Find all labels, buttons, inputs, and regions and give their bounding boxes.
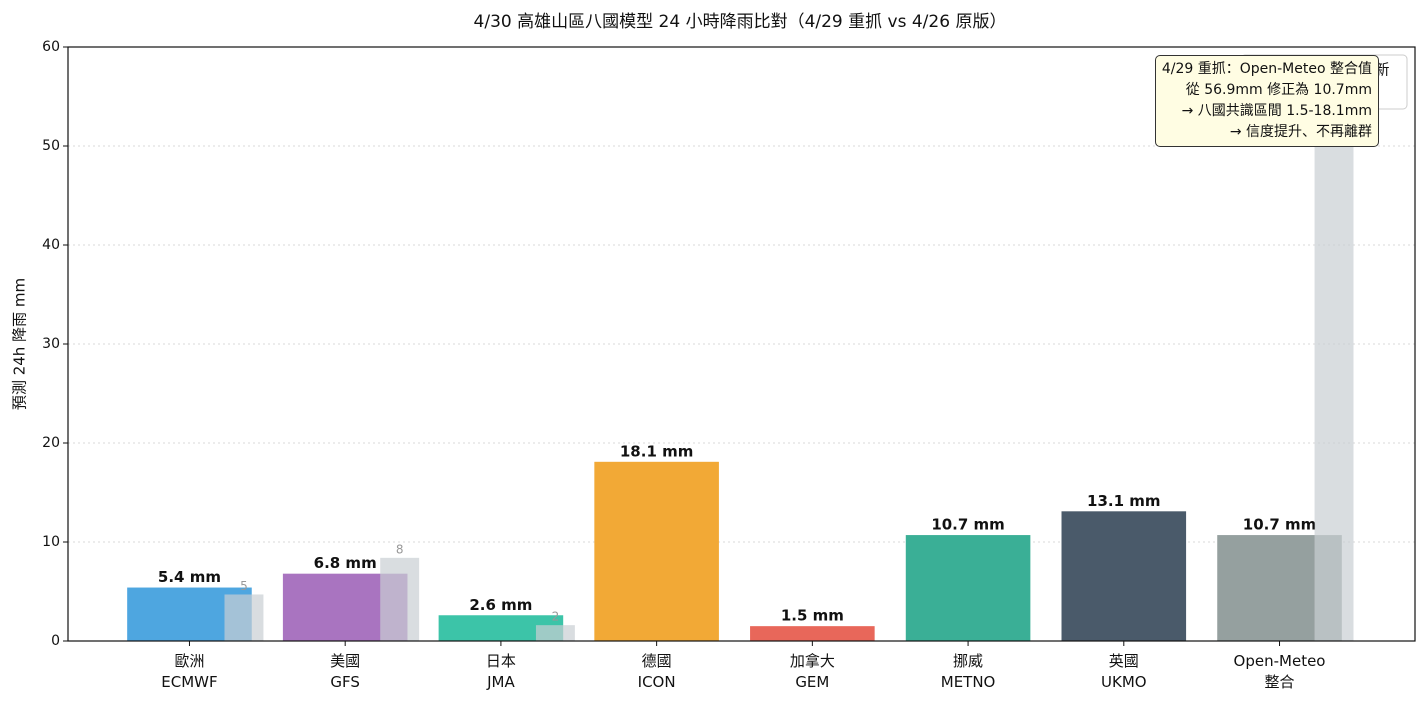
y-tick-label: 60 xyxy=(42,39,60,55)
value-label: 18.1 mm xyxy=(620,442,694,460)
value-label: 1.5 mm xyxy=(781,607,844,625)
bar-old xyxy=(380,557,420,641)
bar-old xyxy=(535,625,575,641)
x-tick-label: 歐洲 ECMWF xyxy=(161,652,218,691)
bar-old xyxy=(224,594,264,641)
x-tick-label: 加拿大 GEM xyxy=(789,652,835,691)
value-label: 5.4 mm xyxy=(158,568,221,586)
chart-title: 4/30 高雄山區八國模型 24 小時降雨比對（4/29 重抓 vs 4/26 … xyxy=(474,12,1007,32)
value-label-old: 8 xyxy=(396,542,404,556)
y-tick-label: 50 xyxy=(42,138,60,154)
y-tick-label: 40 xyxy=(42,237,60,253)
y-tick-label: 30 xyxy=(42,336,60,352)
x-tick-label: 挪威 METNO xyxy=(940,652,996,691)
value-label: 2.6 mm xyxy=(469,596,532,614)
bar xyxy=(905,535,1031,641)
x-tick-label: 德國 ICON xyxy=(637,652,676,691)
value-label-old: 5 xyxy=(240,579,248,593)
x-tick-label: 日本 JMA xyxy=(485,652,516,691)
x-tick-label: Open-Meteo 整合 xyxy=(1233,652,1326,691)
bar-old xyxy=(1314,77,1354,641)
value-label: 6.8 mm xyxy=(314,554,377,572)
y-tick-label: 10 xyxy=(42,534,60,550)
plot-frame xyxy=(67,46,1416,642)
value-label: 10.7 mm xyxy=(1243,516,1317,534)
y-tick-label: 20 xyxy=(42,435,60,451)
value-label-old: 2 xyxy=(552,610,560,624)
value-label: 13.1 mm xyxy=(1087,492,1161,510)
bar xyxy=(1061,511,1187,641)
y-tick-label: 0 xyxy=(51,633,60,649)
value-label: 10.7 mm xyxy=(931,516,1005,534)
y-axis-label: 預測 24h 降雨 mm xyxy=(11,278,29,410)
bar xyxy=(750,626,875,641)
x-tick-label: 英國 UKMO xyxy=(1101,652,1147,691)
bar xyxy=(594,461,719,641)
annotation: 4/29 重抓：Open-Meteo 整合值 從 56.9mm 修正為 10.7… xyxy=(1154,55,1379,147)
x-tick-label: 美國 GFS xyxy=(330,652,361,691)
